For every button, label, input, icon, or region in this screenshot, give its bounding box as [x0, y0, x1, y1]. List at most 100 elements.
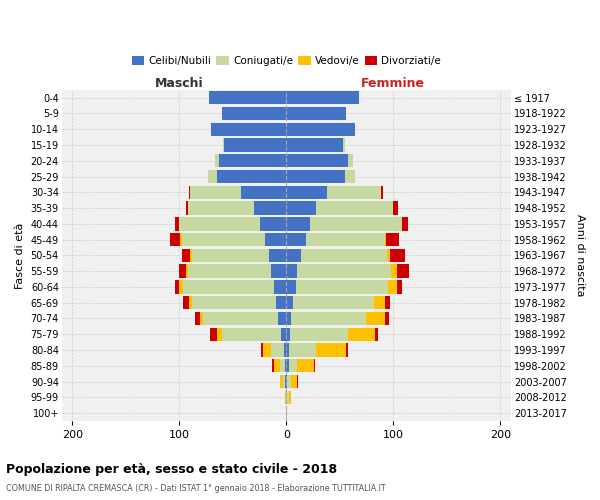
Bar: [190, 186, 286, 199]
Bar: [286, 107, 346, 120]
Bar: [286, 375, 298, 388]
Bar: [286, 296, 390, 310]
Bar: [186, 202, 286, 215]
Bar: [286, 359, 315, 372]
Bar: [286, 264, 409, 278]
Bar: [208, 170, 286, 183]
Bar: [286, 202, 394, 215]
Bar: [208, 170, 286, 183]
Bar: [286, 233, 385, 246]
Bar: [215, 154, 286, 168]
Bar: [286, 154, 353, 168]
Bar: [260, 344, 286, 356]
Bar: [209, 91, 286, 104]
Bar: [209, 91, 286, 104]
Legend: Celibi/Nubili, Coniugati/e, Vedovi/e, Divorziati/e: Celibi/Nubili, Coniugati/e, Vedovi/e, Di…: [127, 52, 445, 70]
Bar: [285, 375, 286, 388]
Bar: [170, 233, 286, 246]
Bar: [286, 217, 409, 230]
Bar: [222, 328, 286, 341]
Text: Femmine: Femmine: [361, 77, 425, 90]
Bar: [283, 375, 286, 388]
Bar: [286, 390, 290, 404]
Bar: [188, 264, 286, 278]
Bar: [272, 359, 286, 372]
Bar: [286, 186, 383, 199]
Bar: [286, 390, 290, 404]
Bar: [286, 328, 290, 341]
Bar: [286, 233, 398, 246]
Bar: [223, 138, 286, 151]
Bar: [286, 170, 345, 183]
Bar: [211, 122, 286, 136]
Bar: [286, 344, 316, 356]
Bar: [281, 328, 286, 341]
Bar: [209, 91, 286, 104]
Bar: [286, 91, 359, 104]
Bar: [286, 233, 386, 246]
Bar: [219, 154, 286, 168]
Bar: [269, 248, 286, 262]
Bar: [286, 296, 385, 310]
Bar: [182, 248, 286, 262]
Bar: [286, 107, 346, 120]
Y-axis label: Anni di nascita: Anni di nascita: [575, 214, 585, 296]
Bar: [286, 248, 390, 262]
Bar: [223, 138, 286, 151]
Bar: [286, 296, 293, 310]
Bar: [286, 406, 287, 420]
Bar: [280, 359, 286, 372]
Bar: [286, 375, 287, 388]
Bar: [182, 280, 286, 293]
Bar: [286, 186, 380, 199]
Bar: [175, 217, 286, 230]
Bar: [182, 296, 286, 310]
Bar: [286, 138, 343, 151]
Bar: [286, 202, 394, 215]
Bar: [286, 248, 387, 262]
Bar: [286, 344, 289, 356]
Bar: [223, 138, 286, 151]
Bar: [286, 280, 296, 293]
Bar: [188, 202, 286, 215]
Bar: [286, 217, 402, 230]
Bar: [286, 328, 375, 341]
Text: Maschi: Maschi: [155, 77, 203, 90]
Bar: [286, 186, 327, 199]
Bar: [286, 248, 405, 262]
Bar: [181, 233, 286, 246]
Bar: [286, 296, 374, 310]
Bar: [286, 107, 346, 120]
Bar: [286, 202, 316, 215]
Bar: [208, 170, 286, 183]
Bar: [286, 202, 398, 215]
Bar: [260, 217, 286, 230]
Bar: [286, 91, 359, 104]
Bar: [189, 296, 286, 310]
Bar: [215, 154, 286, 168]
Bar: [179, 280, 286, 293]
Bar: [175, 280, 286, 293]
Bar: [286, 375, 297, 388]
Bar: [280, 375, 286, 388]
Bar: [274, 359, 286, 372]
Bar: [286, 138, 345, 151]
Bar: [278, 312, 286, 325]
Bar: [286, 186, 380, 199]
Bar: [222, 107, 286, 120]
Bar: [222, 107, 286, 120]
Bar: [241, 186, 286, 199]
Bar: [286, 280, 388, 293]
Bar: [222, 107, 286, 120]
Bar: [186, 264, 286, 278]
Bar: [280, 375, 286, 388]
Bar: [286, 280, 397, 293]
Bar: [286, 359, 297, 372]
Bar: [222, 107, 286, 120]
Bar: [224, 138, 286, 151]
Bar: [215, 154, 286, 168]
Bar: [285, 390, 286, 404]
Text: COMUNE DI RIPALTA CREMASCA (CR) - Dati ISTAT 1° gennaio 2018 - Elaborazione TUTT: COMUNE DI RIPALTA CREMASCA (CR) - Dati I…: [6, 484, 386, 493]
Bar: [286, 359, 314, 372]
Bar: [286, 91, 359, 104]
